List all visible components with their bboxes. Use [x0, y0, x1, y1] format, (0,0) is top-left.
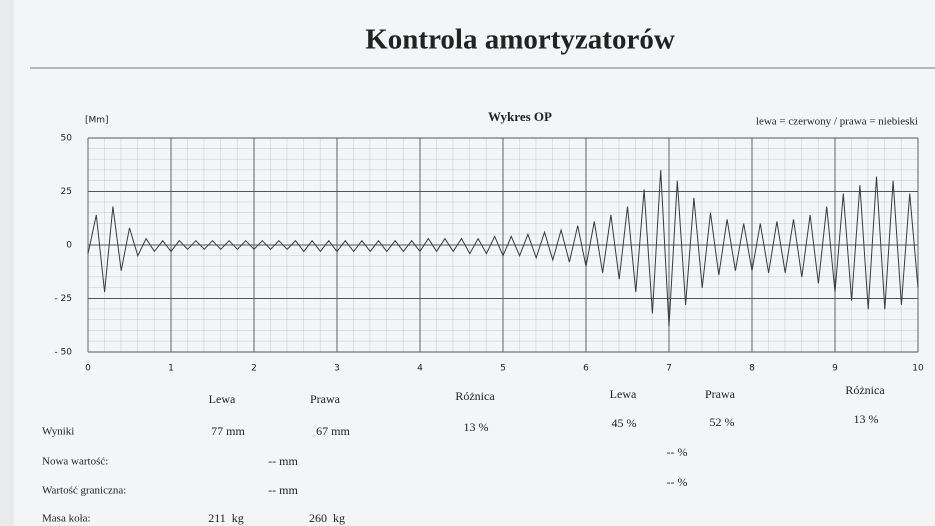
x-tick-label: 9: [832, 364, 838, 374]
x-tick-label: 5: [500, 364, 506, 374]
table-cell: 45 %: [612, 416, 637, 430]
row-label: Wartość graniczna:: [42, 485, 126, 497]
x-tick-label: 1: [168, 364, 174, 374]
row-label: Masa koła:: [42, 513, 91, 525]
y-tick-label: 50: [61, 134, 73, 144]
y-axis-label: [Mm]: [85, 116, 109, 126]
table-cell: 260 kg: [309, 511, 345, 525]
column-header: Lewa: [610, 387, 637, 401]
y-tick-label: - 25: [54, 294, 72, 304]
x-tick-label: 8: [749, 364, 755, 374]
column-header: Różnica: [455, 389, 495, 403]
y-tick-label: 0: [66, 241, 72, 251]
column-header: Lewa: [209, 392, 236, 406]
legend-note: lewa = czerwony / prawa = niebieski: [756, 116, 918, 128]
x-tick-label: 0: [85, 364, 91, 374]
row-label: Nowa wartość:: [42, 456, 108, 468]
column-header: Różnica: [845, 383, 885, 397]
y-tick-label: - 50: [54, 348, 72, 358]
x-tick-label: 2: [251, 364, 257, 374]
table-cell: 52 %: [710, 415, 735, 429]
table-cell: -- %: [667, 475, 688, 489]
page-title: Kontrola amortyzatorów: [365, 24, 675, 56]
table-cell: 77 mm: [211, 424, 245, 438]
table-cell: -- mm: [268, 483, 298, 497]
column-header: Prawa: [310, 392, 341, 406]
table-cell: -- %: [667, 445, 688, 459]
table-cell: 67 mm: [316, 424, 350, 438]
table-cell: 13 %: [854, 412, 879, 426]
y-tick-label: 25: [61, 187, 72, 197]
table-cell: -- mm: [268, 454, 298, 468]
x-tick-label: 3: [334, 364, 340, 374]
x-tick-label: 10: [912, 364, 924, 374]
table-cell: 211 kg: [208, 511, 244, 525]
column-header: Prawa: [705, 387, 736, 401]
table-cell: 13 %: [464, 420, 489, 434]
chart-title: Wykres OP: [488, 109, 552, 124]
x-tick-label: 7: [666, 364, 672, 374]
trace-line: [87, 170, 919, 327]
x-tick-label: 4: [417, 364, 423, 374]
row-label: Wyniki: [42, 426, 74, 438]
x-tick-label: 6: [583, 364, 589, 374]
